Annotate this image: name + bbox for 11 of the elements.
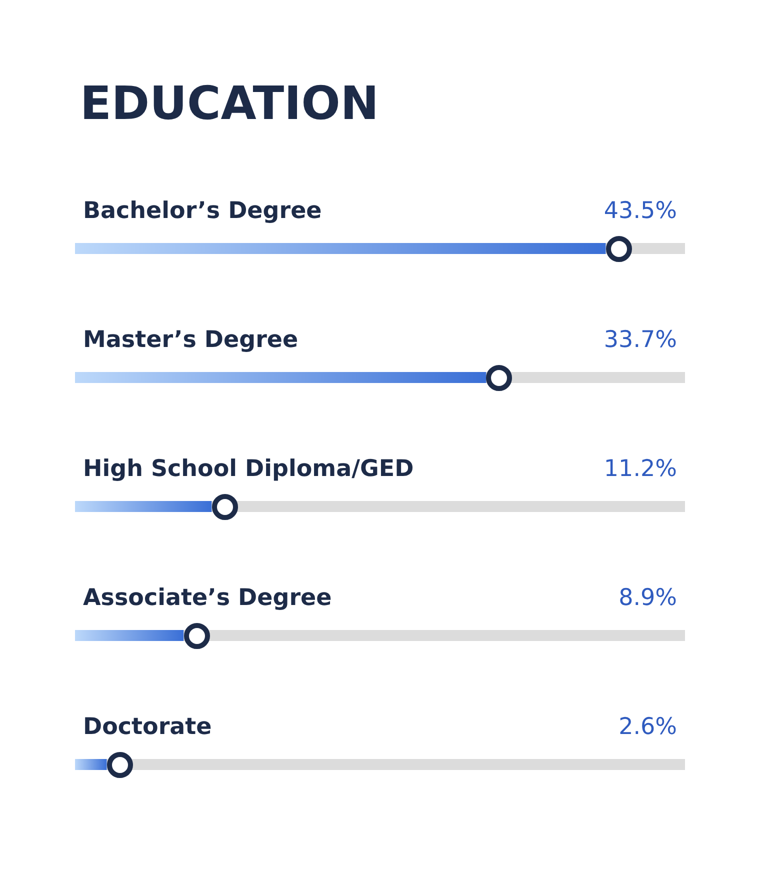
data-label: 11.2% [604, 456, 677, 482]
y-tick-label: Doctorate [83, 714, 212, 740]
y-tick-label: High School Diploma/GED [83, 456, 414, 482]
chart-title: EDUCATION [80, 76, 379, 130]
data-label: 33.7% [604, 327, 677, 353]
data-label: 43.5% [604, 198, 677, 224]
data-label: 2.6% [618, 714, 677, 740]
y-tick-label: Master’s Degree [83, 327, 298, 353]
y-tick-label: Associate’s Degree [83, 585, 332, 611]
y-tick-label: Bachelor’s Degree [83, 198, 322, 224]
data-label: 8.9% [618, 585, 677, 611]
